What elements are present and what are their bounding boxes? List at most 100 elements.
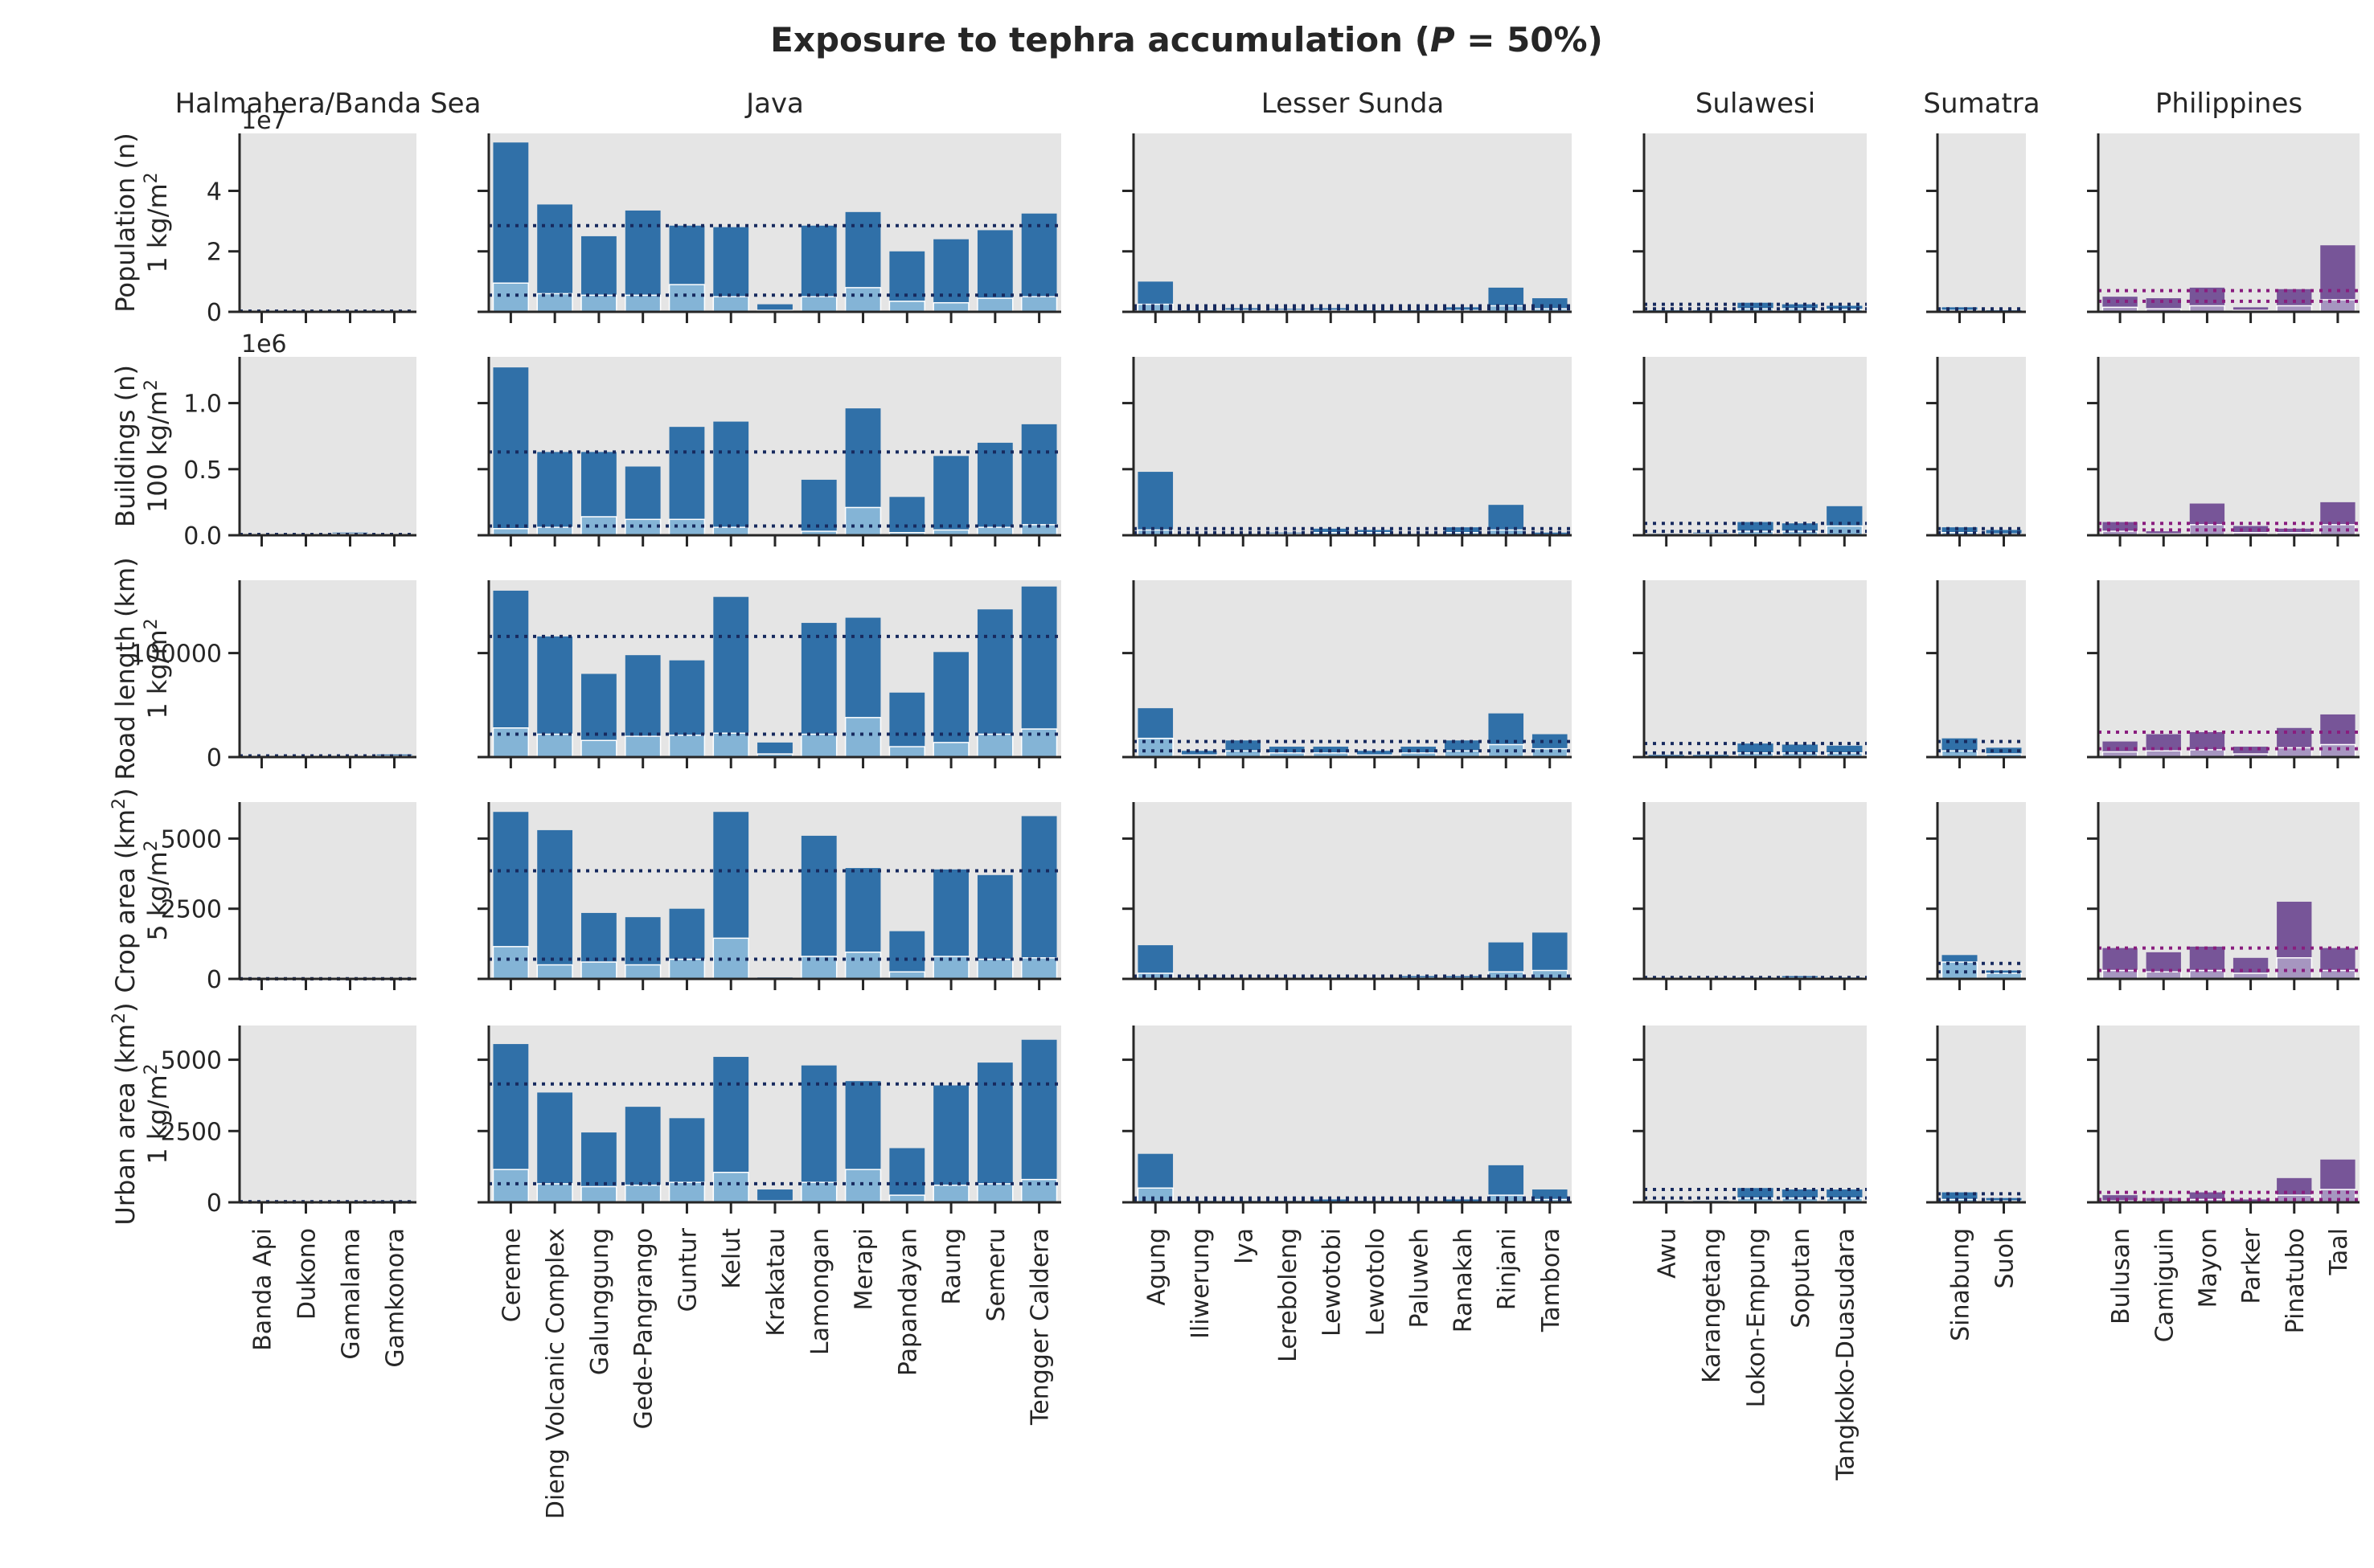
bar-part	[933, 1184, 970, 1203]
ylabel-line2-sup: 2	[141, 840, 162, 851]
bar-part	[625, 964, 662, 980]
region-title: Halmahera/Banda Sea	[175, 88, 482, 120]
bar-total	[1181, 751, 1217, 757]
bar-total	[1356, 751, 1392, 757]
bar-total	[2277, 528, 2312, 535]
bar-total	[889, 931, 925, 979]
volcano-label: Tambora	[1537, 1228, 1565, 1333]
panel-philippines	[2087, 357, 2360, 547]
y-tick-label: 2500	[161, 896, 222, 924]
bar-part	[933, 301, 970, 313]
panel-background	[1644, 1026, 1867, 1202]
panel-background	[1644, 133, 1867, 312]
volcano-label: Ranakah	[1449, 1228, 1478, 1333]
panel-background	[1644, 802, 1867, 979]
volcano-label: Taal	[2325, 1228, 2353, 1275]
ylabel-line1: Population (n)	[110, 133, 141, 313]
volcano-label: Lereboleng	[1274, 1228, 1302, 1362]
bar-part	[668, 735, 706, 758]
bar-part	[801, 1181, 838, 1203]
bar-total	[713, 596, 749, 757]
volcano-label: Galunggung	[586, 1228, 614, 1375]
region-title: Java	[744, 88, 804, 120]
ylabel-line1-sup: 2	[109, 798, 129, 809]
volcano-label: Lewotobi	[1318, 1228, 1346, 1337]
volcano-label: Gede-Pangrango	[630, 1228, 658, 1429]
volcano-label: Guntur	[674, 1227, 702, 1312]
panel-background	[1937, 802, 2026, 979]
volcano-label: Iya	[1230, 1228, 1258, 1264]
panel-sumatra	[1926, 802, 2026, 990]
bar-part	[712, 732, 749, 758]
volcano-label: Paluweh	[1405, 1228, 1433, 1328]
bar-total	[1986, 747, 2022, 757]
panel-background	[1937, 357, 2026, 535]
bar-part	[712, 937, 749, 980]
panel-philippines	[2087, 580, 2360, 768]
panel-background	[489, 802, 1061, 979]
bar-total	[757, 304, 793, 312]
y-tick-label: 2500	[161, 1118, 222, 1146]
y-tick-label: 4	[207, 178, 222, 206]
bar-part	[492, 282, 530, 313]
region-title: Sulawesi	[1695, 88, 1815, 120]
bar-part	[844, 506, 882, 536]
bar-total	[2102, 1195, 2138, 1202]
panel-lesser-sunda	[1122, 357, 1572, 547]
row-buildings-n: Buildings (n)100 kg/m2 1e6 0.0 0.5 1.0	[110, 330, 2360, 551]
volcano-label: Awu	[1654, 1228, 1682, 1279]
ylabel-line2-sup: 2	[141, 1063, 162, 1075]
row-population-n: Population (n)1 kg/m21e7024Halmahera/Ban…	[110, 88, 2360, 327]
panel-sulawesi: Awu Karangetang Lokon-Empung Soputan Tangkok…	[1633, 1026, 1867, 1481]
panel-background	[2098, 802, 2360, 979]
volcano-label: Tengger Caldera	[1027, 1228, 1055, 1426]
volcano-label: Banda Api	[249, 1228, 277, 1351]
bar-part	[625, 1184, 662, 1203]
y-axis-offset: 1e7	[241, 107, 287, 135]
ylabel-line1-end: )	[110, 788, 141, 797]
y-tick-label: 5000	[161, 1047, 222, 1075]
y-tick-label: 0	[207, 299, 222, 327]
panel-background	[2098, 357, 2360, 535]
y-tick-label: 2	[207, 239, 222, 267]
volcano-label: Rinjani	[1493, 1228, 1521, 1310]
bar-part	[801, 296, 838, 313]
volcano-label: Tangkoko-Duasudara	[1831, 1228, 1859, 1481]
volcano-label: Camiguin	[2151, 1228, 2179, 1342]
bar-total	[933, 652, 969, 757]
bar-part	[844, 1169, 882, 1203]
region-title: Lesser Sunda	[1261, 88, 1445, 120]
bar-part	[712, 296, 749, 313]
bar-part	[580, 961, 617, 980]
panel-sumatra: Sinabung Suoh	[1926, 1026, 2026, 1341]
volcano-label: Iliwerung	[1187, 1228, 1215, 1339]
y-axis-label: Buildings (n)100 kg/m2	[110, 365, 173, 527]
y-axis-label: Urban area (km2)1 kg/m2	[109, 1002, 173, 1225]
panel-lesser-sunda: Lesser Sunda	[1122, 88, 1572, 323]
panel-background	[1644, 357, 1867, 535]
bar-part	[492, 946, 530, 980]
panel-background	[489, 133, 1061, 312]
ylabel-line1: Urban area (km	[110, 1024, 141, 1226]
panel-lesser-sunda	[1122, 802, 1572, 990]
bar-part	[536, 964, 573, 980]
bar-total	[1782, 304, 1818, 312]
volcano-label: Dukono	[293, 1228, 322, 1320]
y-tick-label: 5000	[161, 825, 222, 854]
panel-sulawesi	[1633, 357, 1867, 547]
bar-part	[536, 1183, 573, 1203]
bar-part	[1020, 296, 1058, 313]
bar-total	[1986, 530, 2022, 535]
panel-background	[489, 357, 1061, 535]
panel-lesser-sunda	[1122, 580, 1572, 768]
ylabel-line2: 1 kg/m	[142, 629, 173, 718]
bar-part	[977, 1183, 1014, 1203]
ylabel-line2: 1 kg/m	[142, 183, 173, 272]
y-tick-label: 0	[207, 744, 222, 772]
panel-background	[489, 580, 1061, 757]
volcano-label: Sinabung	[1947, 1228, 1975, 1341]
panel-background	[1937, 133, 2026, 312]
panel-background	[1644, 580, 1867, 757]
